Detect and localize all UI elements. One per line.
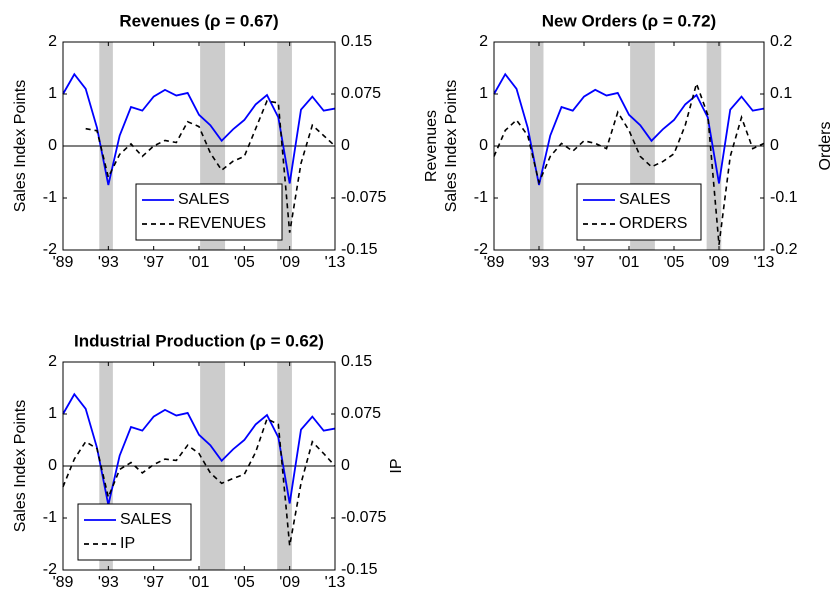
y-tick-label: 0	[48, 137, 57, 154]
y-tick-label: 0	[479, 137, 488, 154]
x-tick-label: '97	[143, 254, 164, 271]
legend-label: SALES	[619, 191, 671, 208]
y2-tick-label: -0.15	[341, 241, 378, 258]
y2-tick-label: 0.2	[770, 33, 792, 50]
y2-tick-label: -0.075	[341, 189, 386, 206]
y2-tick-label: 0.075	[341, 85, 381, 102]
x-tick-label: '05	[234, 254, 255, 271]
y-axis-label: Sales Index Points	[12, 400, 29, 533]
x-tick-label: '93	[529, 254, 550, 271]
y-axis-label-outer: Revenues	[423, 110, 440, 182]
legend-label: REVENUES	[178, 215, 266, 232]
x-tick-label: '93	[98, 254, 119, 271]
x-tick-label: '05	[664, 254, 685, 271]
x-tick-label: '97	[143, 574, 164, 591]
x-tick-label: '89	[484, 254, 505, 271]
legend-box	[135, 183, 283, 241]
subplot: '89 '93 '97 '01 '05 '09 '13 -2 -1 0 1 2 -0.2 -0.1 0 0.1…	[423, 11, 834, 271]
x-tick-label: '01	[619, 254, 640, 271]
x-tick-label: '09	[279, 254, 300, 271]
x-tick-label: '01	[189, 254, 210, 271]
x-tick-label: '89	[53, 574, 74, 591]
x-tick-label: '13	[325, 254, 346, 271]
x-tick-label: '89	[53, 254, 74, 271]
subplot: '89 '93 '97 '01 '05 '09 '13 -2 -1 0 1 2 -0.15 -0.075 0…	[12, 331, 405, 591]
y2-tick-label: 0	[341, 457, 350, 474]
y2-tick-label: 0.075	[341, 405, 381, 422]
x-tick-label: '01	[189, 574, 210, 591]
y-tick-label: -2	[43, 241, 57, 258]
x-tick-label: '97	[574, 254, 595, 271]
y-tick-label: 1	[48, 85, 57, 102]
y2-tick-label: 0.15	[341, 33, 372, 50]
y2-axis-label: Orders	[817, 122, 834, 171]
y-axis-label: Sales Index Points	[12, 80, 29, 213]
legend-label: SALES	[178, 191, 230, 208]
y-tick-label: -1	[43, 509, 57, 526]
y-tick-label: 2	[48, 353, 57, 370]
legend-label: ORDERS	[619, 215, 687, 232]
y2-tick-label: -0.2	[770, 241, 798, 258]
chart-title: New Orders (ρ = 0.72)	[542, 11, 716, 30]
x-tick-label: '13	[754, 254, 775, 271]
legend-label: IP	[120, 535, 135, 552]
y-tick-label: 1	[48, 405, 57, 422]
y-tick-label: 2	[48, 33, 57, 50]
y-tick-label: -1	[43, 189, 57, 206]
y-tick-label: -1	[474, 189, 488, 206]
chart-title: Industrial Production (ρ = 0.62)	[74, 331, 324, 350]
x-tick-label: '09	[709, 254, 730, 271]
y2-axis-label: IP	[388, 458, 405, 473]
y-tick-label: 1	[479, 85, 488, 102]
series-line	[62, 417, 336, 546]
y-tick-label: 2	[479, 33, 488, 50]
y2-tick-label: 0.15	[341, 353, 372, 370]
legend-box	[77, 503, 192, 561]
y2-tick-label: -0.075	[341, 509, 386, 526]
series-line	[493, 72, 765, 186]
x-tick-label: '13	[325, 574, 346, 591]
y-tick-label: -2	[43, 561, 57, 578]
y2-tick-label: -0.1	[770, 189, 798, 206]
y-axis-label: Sales Index Points	[443, 80, 460, 213]
y2-tick-label: 0	[770, 137, 779, 154]
series-line	[62, 72, 336, 186]
y2-tick-label: -0.15	[341, 561, 378, 578]
y2-tick-label: 0.1	[770, 85, 792, 102]
y-tick-label: 0	[48, 457, 57, 474]
series-line	[493, 80, 765, 245]
x-tick-label: '09	[279, 574, 300, 591]
legend-box	[576, 183, 702, 241]
chart-title: Revenues (ρ = 0.67)	[119, 11, 278, 30]
legend-label: SALES	[120, 511, 172, 528]
subplot: '89 '93 '97 '01 '05 '09 '13 -2 -1 0 1 2 -0.15 -0.075 0…	[12, 11, 386, 271]
y-tick-label: -2	[474, 241, 488, 258]
y2-tick-label: 0	[341, 137, 350, 154]
x-tick-label: '05	[234, 574, 255, 591]
x-tick-label: '93	[98, 574, 119, 591]
